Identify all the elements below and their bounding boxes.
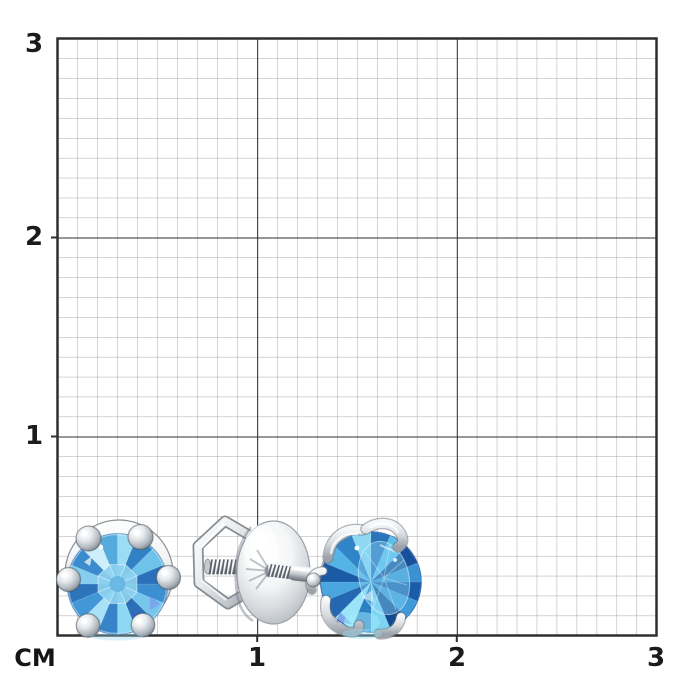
x-axis-label-2: 2 bbox=[447, 643, 467, 673]
prong-balls bbox=[55, 523, 182, 638]
axis-tick-marks bbox=[51, 236, 458, 642]
gemstone-angled bbox=[320, 531, 422, 633]
stone-reflection bbox=[91, 632, 143, 641]
prong-ball bbox=[75, 525, 102, 552]
x-axis-label-3: 3 bbox=[646, 643, 666, 673]
unit-label-cm: CM bbox=[14, 644, 56, 672]
x-axis-label-1: 1 bbox=[247, 643, 267, 673]
y-axis-label-3: 3 bbox=[24, 29, 44, 59]
prong-ball bbox=[127, 523, 154, 551]
stud-earring-front bbox=[55, 519, 182, 641]
prong-ball bbox=[130, 612, 156, 638]
stud-earring-angled bbox=[305, 517, 422, 640]
gemstone-front bbox=[66, 533, 169, 635]
stone-reflection bbox=[342, 629, 382, 639]
claw-prongs bbox=[305, 517, 409, 640]
threaded-post-left bbox=[204, 558, 239, 575]
y-axis-label-1: 1 bbox=[24, 421, 44, 451]
prong-ball bbox=[155, 564, 182, 591]
prong-ball bbox=[75, 613, 101, 638]
prong-ball bbox=[55, 566, 82, 593]
ruler-grid bbox=[51, 37, 658, 642]
y-axis-label-2: 2 bbox=[24, 222, 44, 252]
